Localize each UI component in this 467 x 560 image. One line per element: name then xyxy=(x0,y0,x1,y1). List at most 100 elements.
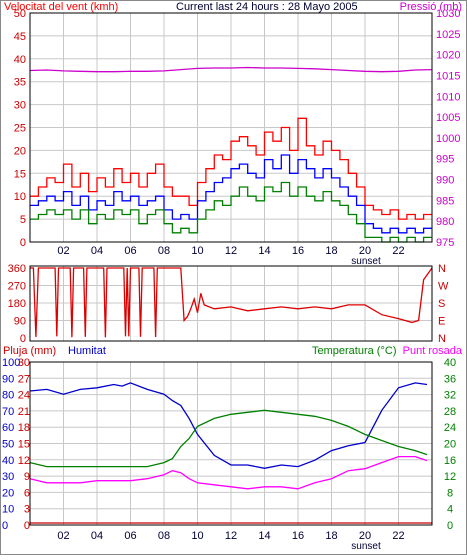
temperature-ticks: 0 4 8 12 16 20 24 28 32 36 40 xyxy=(444,357,456,532)
temperature-y-tick-label: 20 xyxy=(444,439,456,451)
direction-y-tick-label: 180 xyxy=(8,298,26,310)
humidity-y-tick-label: 70 xyxy=(2,406,14,418)
pressure-line xyxy=(29,66,433,73)
pressure-y-tick-label: 995 xyxy=(436,154,454,166)
temperature-line xyxy=(29,455,428,490)
rain-y-tick-label: 27 xyxy=(18,373,30,385)
x-tick-label: 14 xyxy=(258,530,270,542)
pressure-y-tick-label: 975 xyxy=(436,237,454,249)
rain-y-tick-label: 15 xyxy=(18,439,30,451)
temperature-axis-label: Temperatura (°C) xyxy=(312,345,396,357)
pressure-y-tick-label: 980 xyxy=(436,216,454,228)
rain-y-tick-label: 12 xyxy=(18,455,30,467)
wind-series-line xyxy=(30,117,432,220)
humidity-y-tick-label: 20 xyxy=(2,487,14,499)
x-tick-label: 22 xyxy=(392,245,404,257)
x-tick-label: 02 xyxy=(57,530,69,542)
chart-title: Current last 24 hours : 28 Mayo 2005 xyxy=(176,1,358,13)
rain-y-tick-label: 0 xyxy=(24,520,30,532)
direction-y-tick-label: 0 xyxy=(20,333,26,345)
compass-tick-label: S xyxy=(438,298,445,310)
pressure-y-tick-label: 1025 xyxy=(436,29,460,41)
rain-y-tick-label: 3 xyxy=(24,504,30,516)
pressure-y-tick-label: 1000 xyxy=(436,133,460,145)
hum-panel-frame xyxy=(29,361,433,526)
dewpoint-axis-label: Punt rosada xyxy=(403,345,463,357)
pressure-y-tick-label: 1005 xyxy=(436,112,460,124)
wind-y-tick-label: 5 xyxy=(20,214,26,226)
wind-y-tick-label: 25 xyxy=(14,123,26,135)
rain-y-tick-label: 6 xyxy=(24,487,30,499)
humidity-line xyxy=(29,382,428,469)
wind-series-line xyxy=(30,181,432,243)
pressure-y-tick-label: 1010 xyxy=(436,91,460,103)
x-tick-label: 16 xyxy=(292,530,304,542)
pressure-y-tick-label: 1020 xyxy=(436,50,460,62)
humidity-ticks: 0 10 20 30 40 50 60 70 80 90 100 xyxy=(2,357,20,532)
x-tick-label: 20 xyxy=(359,245,371,257)
wind-direction-line xyxy=(30,267,433,338)
pressure-y-tick-label: 1030 xyxy=(436,8,460,20)
rain-y-tick-label: 9 xyxy=(24,471,30,483)
x-tick-label: 22 xyxy=(392,530,404,542)
compass-tick-label: W xyxy=(438,281,449,293)
pressure-y-tick-label: 990 xyxy=(436,175,454,187)
wind-panel-frame xyxy=(29,12,433,243)
x-tick-label: 18 xyxy=(325,530,337,542)
temperature-y-tick-label: 28 xyxy=(444,406,456,418)
x-tick-label: 04 xyxy=(91,530,103,542)
direction-y-tick-label: 270 xyxy=(8,281,26,293)
wind-y-tick-label: 50 xyxy=(14,8,26,20)
x-tick-label: 10 xyxy=(191,530,203,542)
humidity-y-tick-label: 40 xyxy=(2,455,14,467)
humidity-y-tick-label: 100 xyxy=(2,357,20,369)
x-tick-label: 10 xyxy=(191,245,203,257)
wind-y-tick-label: 0 xyxy=(20,237,26,249)
wind-y-tick-label: 45 xyxy=(14,31,26,43)
pressure-axis-label: Pressió (mb) xyxy=(400,1,462,13)
x-tick-label: 06 xyxy=(124,245,136,257)
x-tick-label: 20 xyxy=(359,530,371,542)
humidity-axis-label: Humitat xyxy=(68,345,106,357)
pressure-y-tick-label: 985 xyxy=(436,195,454,207)
x-tick-label: 12 xyxy=(225,530,237,542)
sunset-annotation-bottom: sunset xyxy=(351,541,381,552)
rain-y-tick-label: 21 xyxy=(18,406,30,418)
hum-panel-grid xyxy=(30,362,432,525)
temperature-y-tick-label: 8 xyxy=(447,487,453,499)
wind-axis-label: Velocitat del vent (kmh) xyxy=(4,1,118,13)
hum-panel-series xyxy=(29,382,432,524)
direction-left-ticks: 0 90 180 270 360 xyxy=(8,263,26,345)
pressure-y-tick-label: 1015 xyxy=(436,70,460,82)
rain-axis-label: Pluja (mm) xyxy=(3,345,56,357)
x-tick-label: 08 xyxy=(158,530,170,542)
pressure-right-ticks: 975 980 985 990 995 1000 1005 1010 1015 1020 1025 1… xyxy=(436,8,460,249)
humidity-y-tick-label: 90 xyxy=(2,373,14,385)
rain-y-tick-label: 30 xyxy=(18,357,30,369)
x-tick-label: 14 xyxy=(258,245,270,257)
direction-y-tick-label: 360 xyxy=(8,263,26,275)
humidity-y-tick-label: 50 xyxy=(2,439,14,451)
x-tick-label: 02 xyxy=(57,245,69,257)
wind-panel-series xyxy=(29,66,433,243)
temperature-y-tick-label: 16 xyxy=(444,455,456,467)
rain-y-tick-label: 24 xyxy=(18,390,30,402)
x-tick-label: 08 xyxy=(158,245,170,257)
direction-panel-frame xyxy=(29,265,433,342)
temperature-line xyxy=(29,409,428,468)
humidity-y-tick-label: 10 xyxy=(2,504,14,516)
wind-x-ticks: 02 04 06 08 10 12 14 16 18 20 22 xyxy=(57,245,404,257)
temperature-y-tick-label: 24 xyxy=(444,422,456,434)
temperature-y-tick-label: 32 xyxy=(444,390,456,402)
x-tick-label: 18 xyxy=(325,245,337,257)
temperature-y-tick-label: 36 xyxy=(444,373,456,385)
wind-series-line xyxy=(30,154,432,234)
x-tick-label: 16 xyxy=(292,245,304,257)
compass-tick-label: E xyxy=(438,316,445,328)
